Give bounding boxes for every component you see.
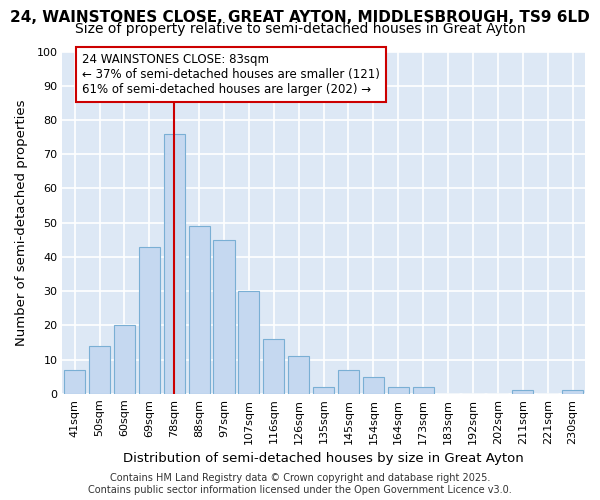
Bar [363, 376, 384, 394]
Bar [263, 339, 284, 394]
Text: 24, WAINSTONES CLOSE, GREAT AYTON, MIDDLESBROUGH, TS9 6LD: 24, WAINSTONES CLOSE, GREAT AYTON, MIDDL… [10, 10, 590, 25]
Bar [512, 390, 533, 394]
Bar [64, 370, 85, 394]
Bar [188, 226, 210, 394]
Y-axis label: Number of semi-detached properties: Number of semi-detached properties [15, 100, 28, 346]
Bar [562, 390, 583, 394]
Bar [164, 134, 185, 394]
Bar [114, 326, 135, 394]
Bar [238, 291, 259, 394]
Text: Size of property relative to semi-detached houses in Great Ayton: Size of property relative to semi-detach… [74, 22, 526, 36]
Bar [288, 356, 309, 394]
Bar [338, 370, 359, 394]
Bar [214, 240, 235, 394]
Text: 24 WAINSTONES CLOSE: 83sqm
← 37% of semi-detached houses are smaller (121)
61% o: 24 WAINSTONES CLOSE: 83sqm ← 37% of semi… [82, 53, 380, 96]
Text: Contains HM Land Registry data © Crown copyright and database right 2025.
Contai: Contains HM Land Registry data © Crown c… [88, 474, 512, 495]
Bar [388, 387, 409, 394]
Bar [139, 246, 160, 394]
Bar [313, 387, 334, 394]
X-axis label: Distribution of semi-detached houses by size in Great Ayton: Distribution of semi-detached houses by … [123, 452, 524, 465]
Bar [413, 387, 434, 394]
Bar [89, 346, 110, 394]
